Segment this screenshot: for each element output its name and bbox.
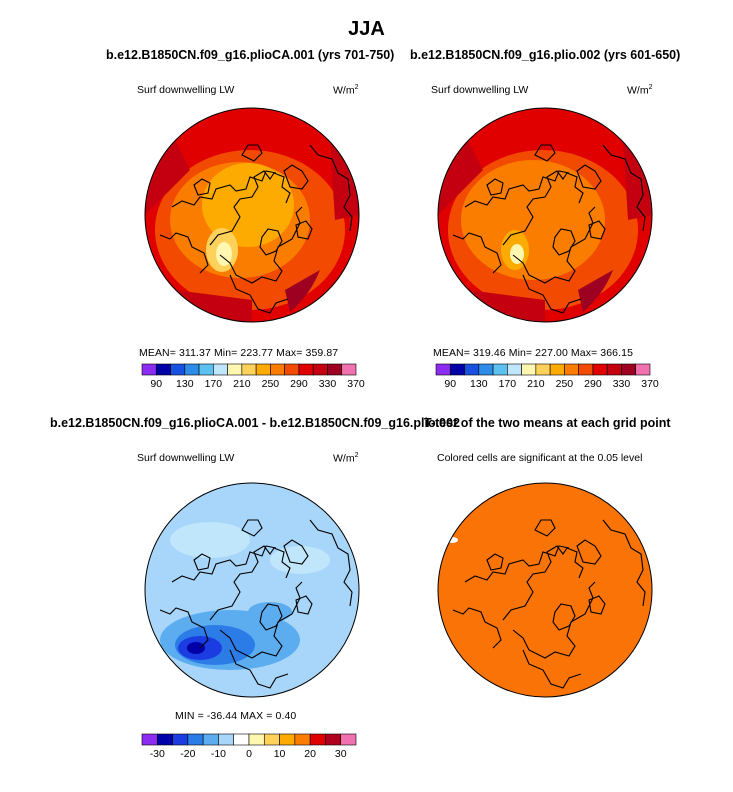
panel-b-units: W/m2: [627, 84, 653, 97]
page-title: JJA: [348, 18, 385, 40]
map-panel-c: [145, 483, 359, 697]
colorbar-cell: [478, 363, 494, 376]
colorbar-cell: [218, 733, 235, 746]
colorbar-tick-label: 130: [176, 378, 194, 390]
colorbar-tick-label: 370: [641, 378, 659, 390]
colorbar-cell: [263, 733, 280, 746]
colorbar-tick-label: 90: [150, 378, 162, 390]
colorbar-tick-label: 250: [262, 378, 280, 390]
panel-b-stats: MEAN= 319.46 Min= 227.00 Max= 366.15: [433, 347, 634, 359]
colorbar-cell: [435, 363, 451, 376]
panel-c-title: b.e12.B1850CN.f09_g16.plioCA.001 - b.e12…: [50, 416, 460, 430]
colorbar-tick-label: 210: [233, 378, 251, 390]
panel-d-note: Colored cells are significant at the 0.0…: [437, 452, 643, 464]
colorbar-tick-label: 170: [205, 378, 223, 390]
panel-b-title: b.e12.B1850CN.f09_g16.plio.002 (yrs 601-…: [410, 48, 681, 62]
colorbar-panel-2: -30 -20 -10 0 10 20 30: [141, 733, 357, 760]
colorbar-tick-label: 250: [556, 378, 574, 390]
colorbar-cell: [464, 363, 480, 376]
colorbar-tick-label: 130: [470, 378, 488, 390]
colorbar-cell: [507, 363, 522, 376]
colorbar-cell: [340, 733, 357, 746]
colorbar-cell: [141, 363, 157, 376]
colorbar-tick-label: 170: [499, 378, 517, 390]
colorbar-tick-label: 210: [527, 378, 545, 390]
colorbar-tick-label: 30: [335, 748, 347, 760]
colorbar-cell: [341, 363, 357, 376]
panel-b-variable-label: Surf downwelling LW: [431, 84, 529, 96]
colorbar-cell: [279, 733, 296, 746]
colorbar-cell: [248, 733, 265, 746]
colorbar-cell: [233, 733, 250, 746]
colorbar-cell: [635, 363, 651, 376]
colorbars: 90 130 170 210 250 290 330 370 90 130 170 210 250 290…: [141, 363, 659, 760]
panel-c-variable-label: Surf downwelling LW: [137, 452, 235, 464]
colorbar-cell: [535, 363, 551, 376]
colorbar-cell: [141, 733, 158, 746]
colorbar-cell: [255, 363, 271, 376]
colorbar-cell: [184, 363, 200, 376]
panel-a-variable-label: Surf downwelling LW: [137, 84, 235, 96]
colorbar-tick-label: -20: [180, 748, 195, 760]
colorbar-cell: [521, 363, 537, 376]
colorbar-cell: [155, 363, 171, 376]
colorbar-cell: [621, 363, 637, 376]
colorbar-tick-label: 330: [613, 378, 631, 390]
colorbar-cell: [298, 363, 314, 376]
colorbar-tick-label: 290: [584, 378, 602, 390]
colorbar-cell: [284, 363, 300, 376]
colorbar-tick-label: 20: [304, 748, 316, 760]
colorbar-cell: [449, 363, 465, 376]
panel-a-stats: MEAN= 311.37 Min= 223.77 Max= 359.87: [139, 347, 339, 359]
colorbar-cell: [294, 733, 311, 746]
colorbar-tick-label: 90: [444, 378, 456, 390]
colorbar-cell: [170, 363, 186, 376]
colorbar-cell: [578, 363, 594, 376]
panel-a-title: b.e12.B1850CN.f09_g16.plioCA.001 (yrs 70…: [106, 48, 395, 62]
map-panel-a: [145, 108, 359, 322]
colorbar-cell: [202, 733, 219, 746]
panel-c-stats: MIN = -36.44 MAX = 0.40: [175, 710, 297, 722]
colorbar-cell: [325, 733, 342, 746]
colorbar-cell: [312, 363, 328, 376]
colorbar-cell: [187, 733, 204, 746]
colorbar-cell: [549, 363, 565, 376]
colorbar-tick-label: 290: [290, 378, 308, 390]
colorbar-panel-0: 90 130 170 210 250 290 330 370: [141, 363, 365, 390]
map-panel-b: [438, 108, 652, 322]
colorbar-cell: [156, 733, 173, 746]
colorbar-cell: [564, 363, 579, 376]
map-panel-d: [438, 483, 652, 697]
colorbar-cell: [198, 363, 214, 376]
colorbar-cell: [309, 733, 326, 746]
colorbar-cell: [592, 363, 608, 376]
panel-d-title: T-test of the two means at each grid poi…: [424, 416, 671, 430]
colorbar-tick-label: 10: [274, 748, 286, 760]
colorbar-cell: [270, 363, 285, 376]
colorbar-tick-label: 370: [347, 378, 365, 390]
panel-a-units: W/m2: [333, 84, 359, 97]
colorbar-panel-1: 90 130 170 210 250 290 330 370: [435, 363, 659, 390]
colorbar-tick-label: -30: [150, 748, 165, 760]
colorbar-cell: [606, 363, 622, 376]
colorbar-cell: [227, 363, 243, 376]
colorbar-cell: [172, 733, 189, 746]
colorbar-tick-label: -10: [211, 748, 226, 760]
colorbar-cell: [241, 363, 257, 376]
colorbar-cell: [327, 363, 343, 376]
colorbar-tick-label: 330: [319, 378, 337, 390]
colorbar-cell: [213, 363, 228, 376]
panel-c-units: W/m2: [333, 452, 359, 465]
colorbar-tick-label: 0: [246, 748, 252, 760]
colorbar-cell: [492, 363, 508, 376]
